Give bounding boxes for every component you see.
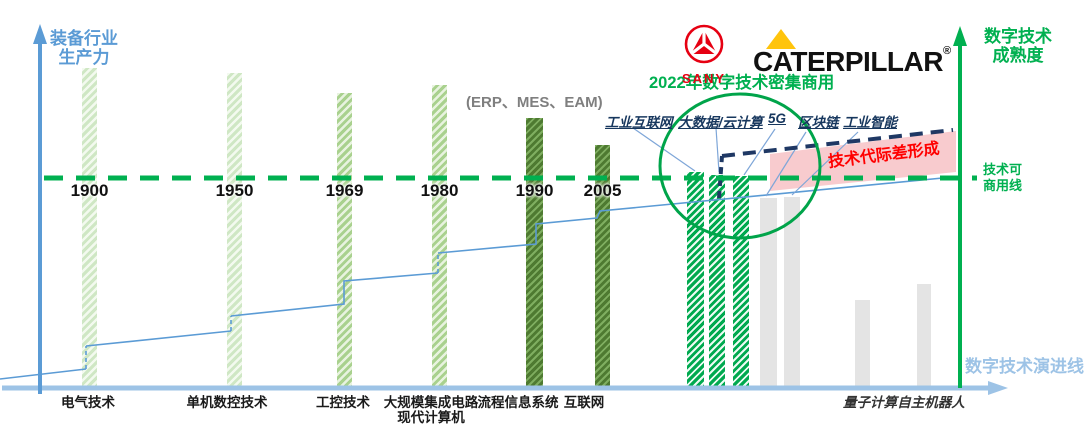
tech-label-4: 工业智能	[843, 115, 897, 130]
category-label-1: 单机数控技术	[186, 395, 268, 410]
tech-label-2: 5G	[768, 111, 787, 126]
bar-2022-5g	[733, 176, 749, 388]
bar-2022-industrial-internet	[687, 172, 704, 388]
bar-1900	[82, 68, 97, 388]
category-label-2: 工控技术	[316, 395, 370, 410]
caterpillar-logo-text: CATERPILLAR®	[753, 45, 951, 77]
year-label-1900: 1900	[70, 181, 109, 200]
category-label-6: 量子计算	[843, 395, 897, 410]
connector-line	[765, 131, 807, 197]
bar-future-industrial-ai	[784, 197, 800, 388]
left-axis-arrowhead	[33, 24, 47, 44]
bar-1969	[337, 93, 352, 388]
tech-gap-label: 技术代际差形成	[827, 140, 941, 171]
category-label-3: 大规模集成电路 现代计算机	[383, 395, 479, 425]
bar-2022-bigdata-cloud	[709, 175, 725, 388]
connector-line	[715, 127, 720, 173]
productivity-line	[230, 272, 439, 317]
category-label-5: 互联网	[563, 395, 605, 410]
year-label-1969: 1969	[325, 181, 364, 200]
year-label-1950: 1950	[215, 181, 254, 200]
bar-1950	[227, 73, 242, 388]
evolution-line-label: 数字技术演进线	[965, 357, 1084, 376]
bar-future-quantum	[855, 300, 870, 388]
bar-1990	[526, 118, 543, 388]
tech-label-1: 大数据/云计算	[678, 115, 763, 130]
year-label-1980: 1980	[420, 181, 459, 200]
productivity-line	[0, 368, 87, 380]
year-label-1990: 1990	[515, 181, 554, 200]
left-axis-title: 装备行业 生产力	[50, 29, 118, 67]
registered-mark: ®	[942, 45, 951, 57]
sany-logo-text: SANY	[681, 71, 727, 86]
right-axis-arrowhead	[953, 26, 967, 46]
category-label-7: 自主机器人	[897, 395, 965, 410]
commercial-line-label: 技术可 商用线	[983, 162, 1023, 194]
connector-line	[743, 128, 776, 176]
tech-label-0: 工业互联网	[605, 115, 673, 130]
x-axis-arrowhead	[988, 381, 1008, 395]
right-axis-title: 数字技术 成熟度	[984, 27, 1052, 65]
erp-mes-eam-label: (ERP、MES、EAM)	[466, 94, 603, 111]
bar-1980	[432, 85, 447, 388]
announce-2022-label: 2022年数字技术密集商用	[649, 74, 835, 92]
productivity-line	[85, 330, 232, 347]
caterpillar-triangle-icon	[766, 29, 796, 49]
bar-future-robot	[917, 284, 931, 388]
sany-triangle-icon	[684, 24, 724, 64]
sany-logo: SANY	[676, 5, 732, 103]
connector-line	[632, 127, 696, 172]
bar-future-blockchain	[760, 198, 777, 388]
caterpillar-logo: CATERPILLAR®	[753, 12, 951, 76]
category-label-4: 流程信息系统	[477, 395, 559, 410]
year-label-2005: 2005	[583, 181, 622, 200]
category-label-0: 电气技术	[61, 395, 115, 410]
tech-label-3: 区块链	[798, 115, 839, 130]
